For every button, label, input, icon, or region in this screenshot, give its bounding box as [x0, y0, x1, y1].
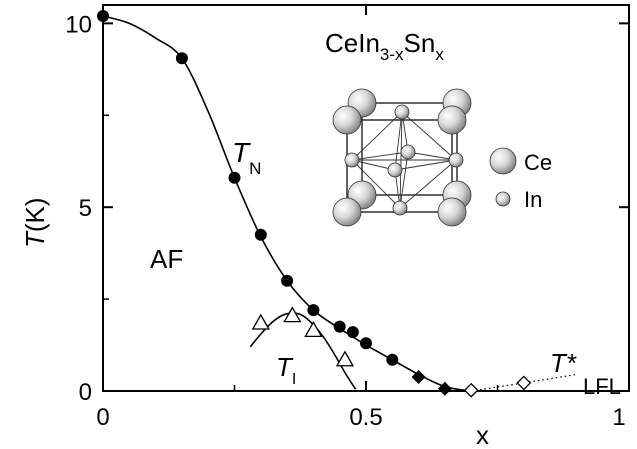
y-axis-ticks: 0 5 10 — [65, 11, 629, 406]
legend-ce: Ce — [524, 150, 552, 175]
x-tick-label: 1 — [612, 404, 625, 431]
curve-3 — [471, 373, 577, 392]
ce-atom-legend-marker — [489, 147, 517, 175]
data-point-filled-circle — [281, 274, 294, 287]
data-point-filled-circle — [228, 171, 241, 184]
data-point-open-triangle — [335, 350, 355, 367]
chart-title: CeIn3-xSnx — [325, 28, 444, 64]
data-point-filled-circle — [254, 228, 267, 241]
x-axis-label: x — [476, 420, 489, 449]
annotation-tstar: T* — [550, 348, 577, 378]
data-point-filled-circle — [307, 304, 320, 317]
y-tick-label: 0 — [79, 379, 92, 406]
data-point-filled-circle — [360, 337, 372, 350]
data-point-open-diamond — [463, 382, 479, 398]
data-point-filled-circle — [386, 353, 399, 366]
data-point-filled-circle — [97, 10, 109, 23]
annotation-lfl: LFL — [583, 374, 621, 399]
data-point-open-triangle — [304, 321, 323, 337]
y-tick-label: 5 — [79, 195, 92, 222]
data-point-open-triangle — [251, 313, 270, 330]
annotation-tn: TN — [232, 137, 261, 178]
legend-in: In — [524, 187, 542, 212]
data-point-filled-circle — [175, 52, 188, 65]
curve-1 — [102, 15, 472, 392]
y-tick-label: 10 — [65, 11, 92, 38]
annotation-ti: TI — [276, 352, 296, 388]
data-point-filled-diamond — [411, 370, 426, 385]
annotation-af: AF — [150, 244, 183, 274]
x-axis-ticks: 0 0.5 1 — [96, 5, 630, 431]
in-atom-legend-marker — [495, 191, 511, 207]
data-point-open-diamond — [516, 375, 532, 391]
x-tick-label: 0.5 — [349, 404, 382, 431]
data-point-filled-diamond — [437, 381, 452, 396]
x-tick-label: 0 — [96, 404, 109, 431]
data-point-filled-circle — [333, 320, 346, 333]
data-point-open-triangle — [283, 306, 302, 323]
y-axis-label: T(K) — [20, 197, 50, 248]
data-point-filled-circle — [346, 326, 359, 339]
data-points — [97, 10, 532, 398]
crystal-structure-inset — [332, 88, 517, 227]
curve-2 — [249, 312, 357, 390]
